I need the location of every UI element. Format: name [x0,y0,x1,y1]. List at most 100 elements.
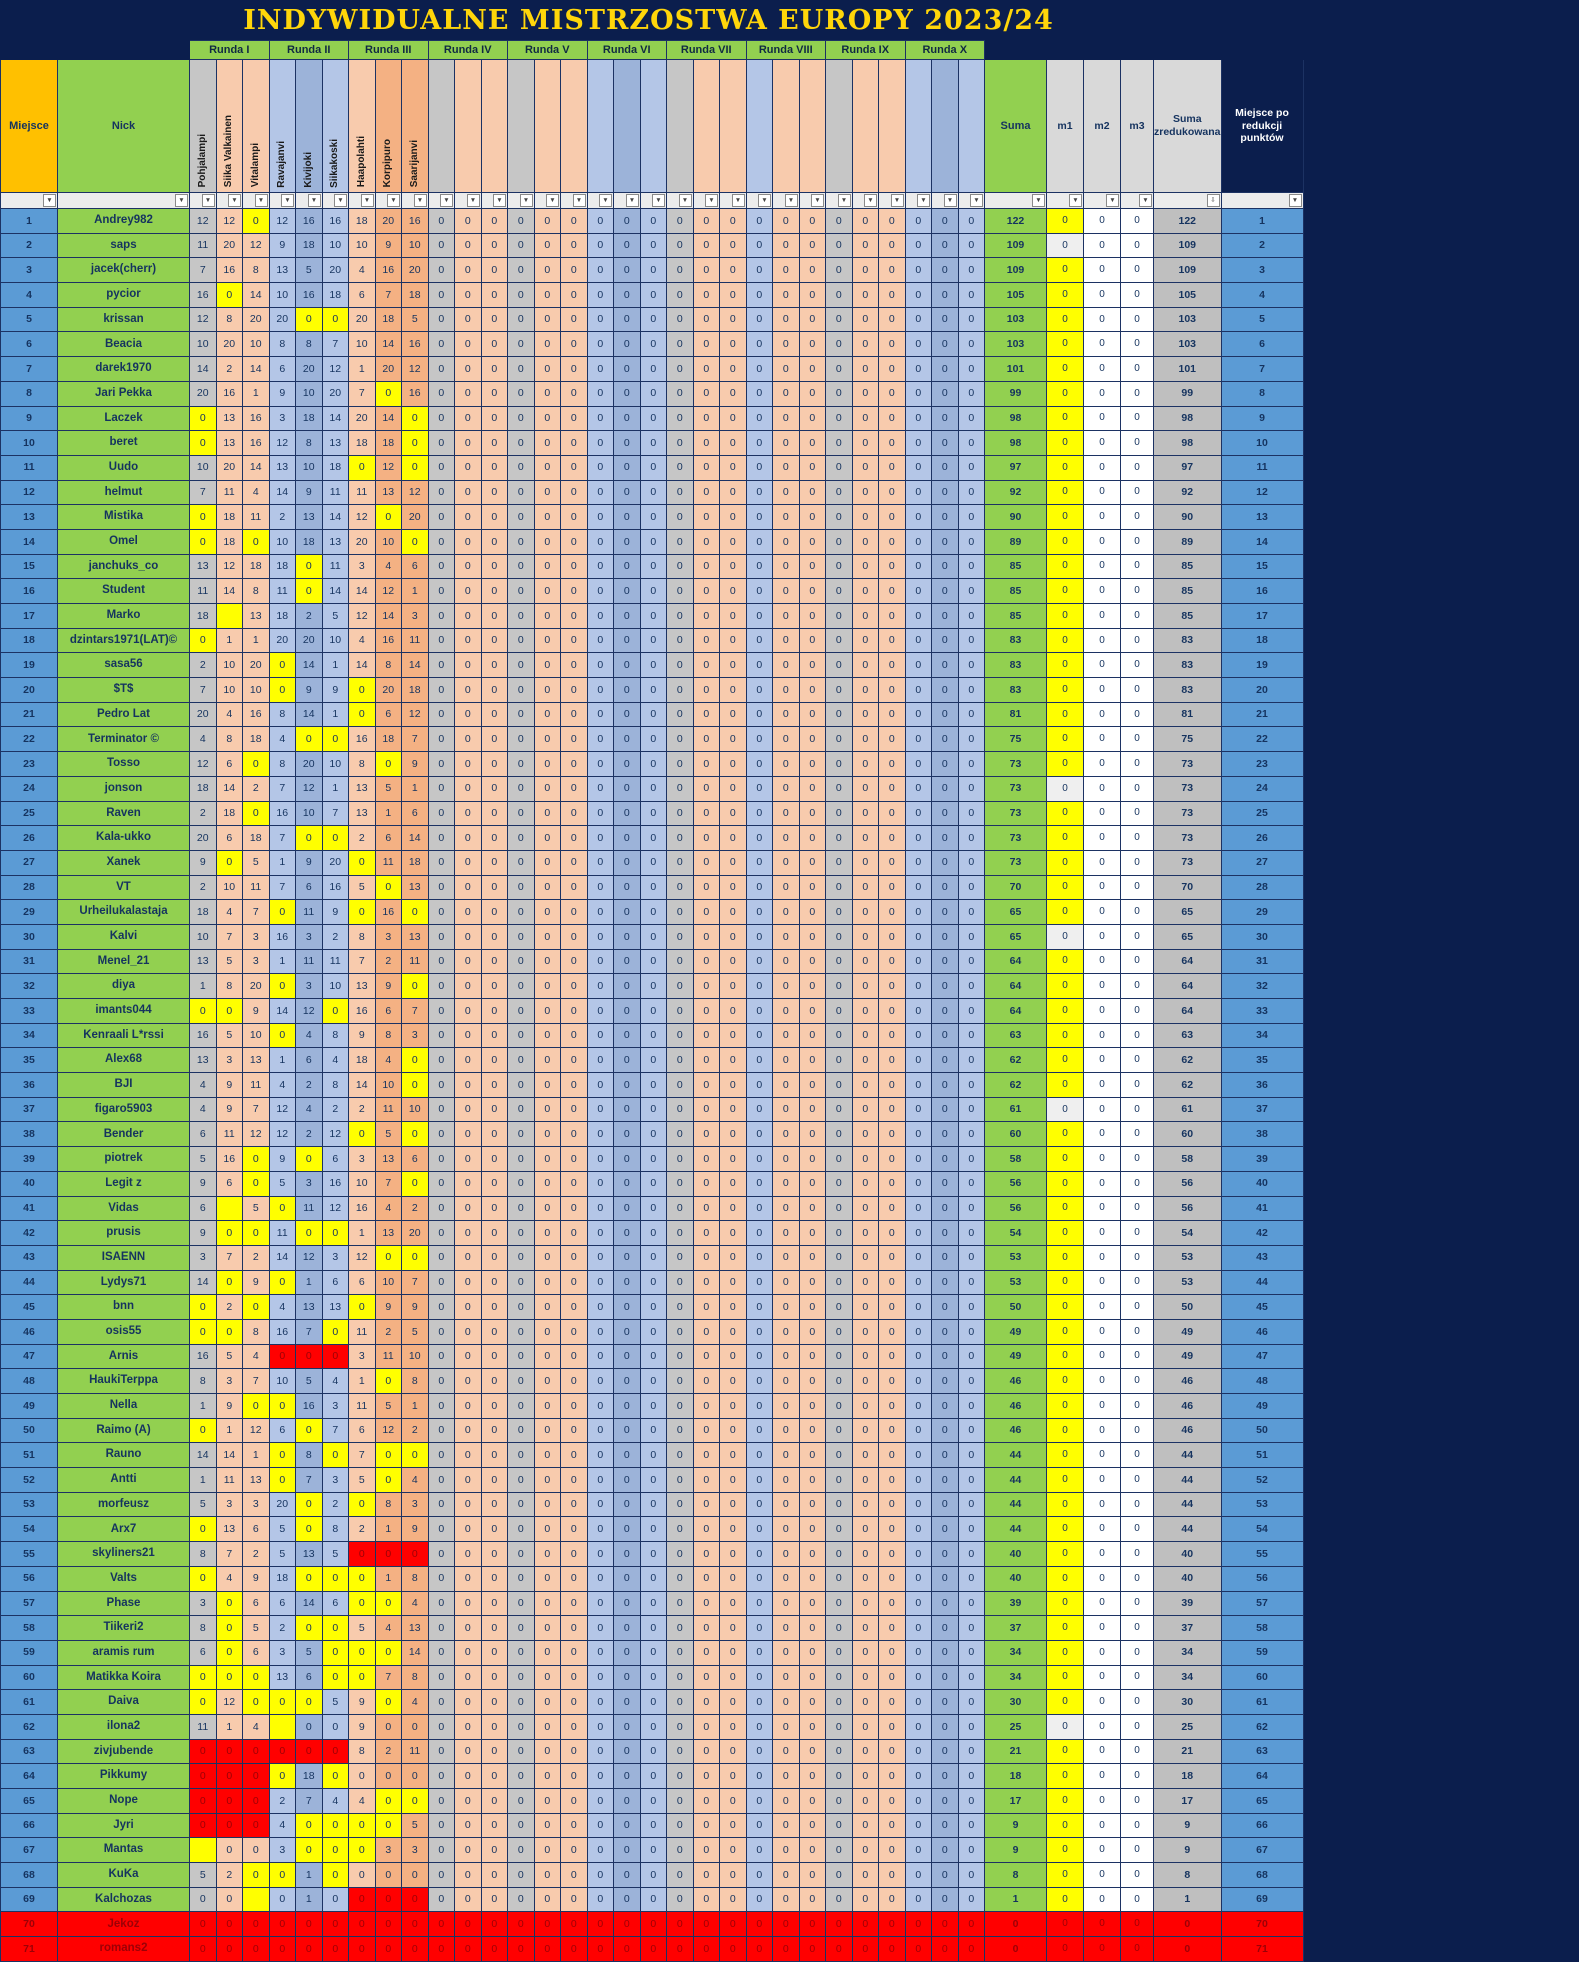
score-cell[interactable]: 0 [507,430,535,456]
score-cell[interactable]: 0 [772,232,800,259]
score-cell[interactable]: 0 [507,1713,535,1740]
score-cell[interactable]: 0 [851,1862,879,1888]
venue-header[interactable] [480,59,508,193]
suma-cell[interactable]: 83 [984,627,1047,654]
score-cell[interactable]: 0 [454,1442,482,1469]
score-cell[interactable]: 0 [427,899,455,925]
score-cell[interactable]: 0 [666,603,694,629]
score-cell[interactable]: 0 [904,874,932,901]
m1-cell[interactable]: 0 [1046,1565,1084,1592]
score-cell[interactable]: 0 [454,1170,482,1197]
score-cell[interactable]: 5 [321,1541,349,1567]
score-cell[interactable]: 0 [798,1491,826,1518]
score-cell[interactable]: 0 [586,1318,614,1345]
score-cell[interactable]: 0 [851,430,879,456]
place-cell[interactable]: 57 [0,1590,58,1617]
score-cell[interactable]: 0 [745,1516,773,1543]
score-cell[interactable]: 0 [454,405,482,432]
score-cell[interactable]: 0 [613,677,641,703]
score-cell[interactable]: 13 [189,1047,217,1074]
score-cell[interactable]: 0 [613,1590,641,1617]
score-cell[interactable]: 5 [268,1170,296,1197]
score-cell[interactable]: 0 [507,1022,535,1049]
score-cell[interactable]: 0 [533,1195,561,1222]
m3-cell[interactable]: 0 [1120,430,1154,456]
place-after-reduction-cell[interactable]: 29 [1220,899,1304,925]
venue-header[interactable] [454,59,482,193]
score-cell[interactable]: 5 [268,1516,296,1543]
score-cell[interactable]: 0 [586,1763,614,1789]
suma-zredukowana-cell[interactable]: 21 [1153,1738,1222,1765]
filter-dropdown-icon[interactable]: ▼ [917,194,930,207]
score-cell[interactable]: 0 [957,751,985,777]
score-cell[interactable]: 0 [825,1121,853,1148]
score-cell[interactable]: 0 [931,1244,959,1271]
score-cell[interactable]: 18 [242,553,270,580]
m3-cell[interactable]: 0 [1120,751,1154,777]
score-cell[interactable]: 11 [295,948,323,975]
score-cell[interactable]: 2 [242,1244,270,1271]
score-cell[interactable]: 18 [215,528,243,555]
m2-cell[interactable]: 0 [1083,454,1121,481]
score-cell[interactable]: 0 [692,232,720,259]
score-cell[interactable]: 10 [189,454,217,481]
score-cell[interactable]: 0 [586,1812,614,1839]
score-cell[interactable]: 0 [772,578,800,604]
score-cell[interactable]: 6 [348,282,376,308]
nick-cell[interactable]: Urheilukalastaja [57,899,190,925]
nick-cell[interactable]: Xanek [57,849,190,876]
score-cell[interactable]: 0 [427,306,455,333]
suma-zredukowana-cell[interactable]: 64 [1153,998,1222,1024]
score-cell[interactable]: 0 [904,998,932,1024]
score-cell[interactable]: 0 [745,1565,773,1592]
score-cell[interactable]: 0 [586,232,614,259]
score-cell[interactable]: 0 [507,849,535,876]
score-cell[interactable]: 0 [851,553,879,580]
venue-header[interactable] [772,59,800,193]
m3-cell[interactable]: 0 [1120,1763,1154,1789]
score-cell[interactable]: 0 [719,1047,747,1074]
place-cell[interactable]: 3 [0,257,58,284]
score-cell[interactable]: 0 [639,232,667,259]
score-cell[interactable]: 0 [825,775,853,802]
score-cell[interactable]: 0 [692,1837,720,1864]
place-cell[interactable]: 61 [0,1689,58,1715]
score-cell[interactable]: 16 [401,208,429,234]
score-cell[interactable]: 0 [772,1393,800,1419]
place-after-reduction-cell[interactable]: 27 [1220,849,1304,876]
filter-cell[interactable]: ▼ [427,192,455,209]
score-cell[interactable]: 0 [586,1294,614,1320]
column-header-suma[interactable]: Suma [984,59,1047,193]
score-cell[interactable]: 9 [401,1294,429,1320]
nick-cell[interactable]: Daiva [57,1689,190,1715]
score-cell[interactable]: 0 [904,1763,932,1789]
score-cell[interactable]: 0 [427,1491,455,1518]
score-cell[interactable]: 0 [772,652,800,679]
score-cell[interactable]: 0 [427,1220,455,1246]
score-cell[interactable]: 5 [348,1615,376,1641]
score-cell[interactable]: 0 [533,1022,561,1049]
score-cell[interactable]: 5 [295,1368,323,1394]
score-cell[interactable]: 0 [480,1738,508,1765]
score-cell[interactable]: 0 [454,1220,482,1246]
score-cell[interactable]: 0 [666,652,694,679]
m3-cell[interactable]: 0 [1120,380,1154,407]
score-cell[interactable]: 0 [374,1689,402,1715]
score-cell[interactable]: 18 [321,454,349,481]
score-cell[interactable]: 0 [613,751,641,777]
filter-cell[interactable]: ▼ [957,192,985,209]
score-cell[interactable]: 0 [825,1220,853,1246]
filter-cell[interactable]: ▼ [639,192,667,209]
score-cell[interactable]: 0 [878,923,906,950]
place-cell[interactable]: 55 [0,1541,58,1567]
score-cell[interactable]: 0 [639,1393,667,1419]
score-cell[interactable]: 0 [692,1170,720,1197]
score-cell[interactable]: 0 [321,1442,349,1469]
score-cell[interactable]: 0 [904,1565,932,1592]
score-cell[interactable]: 0 [692,825,720,851]
score-cell[interactable]: 0 [560,1911,588,1938]
suma-zredukowana-cell[interactable]: 105 [1153,282,1222,308]
score-cell[interactable]: 0 [719,479,747,506]
score-cell[interactable]: 0 [719,1393,747,1419]
m2-cell[interactable]: 0 [1083,701,1121,728]
